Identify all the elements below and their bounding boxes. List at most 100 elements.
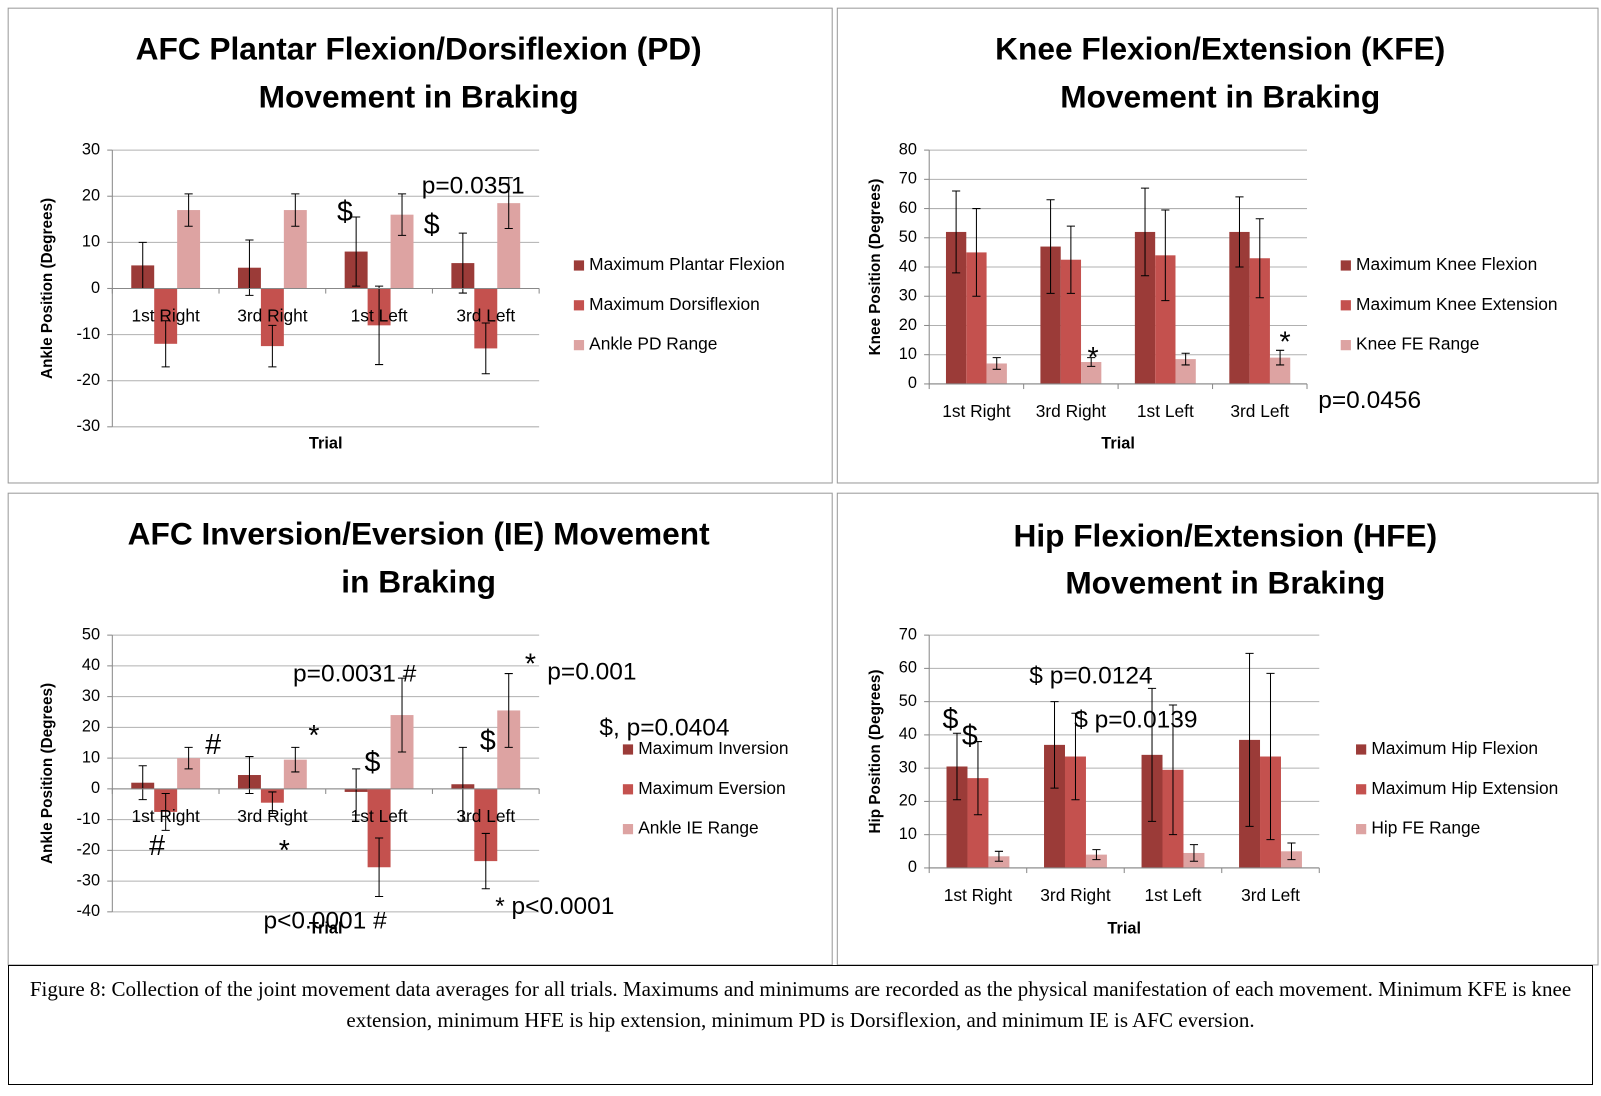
y-tick-label: 30 [899,758,917,776]
figure-caption: Figure 8: Collection of the joint moveme… [8,965,1593,1085]
error-bar [1266,672,1275,841]
error-bar [481,832,490,890]
bar [966,252,987,384]
error-bar [1092,849,1101,861]
legend-label: Maximum Plantar Flexion [589,254,785,274]
y-axis-label: Ankle Position (Degrees) [39,683,56,864]
x-tick-label: 3rd Left [1241,885,1300,905]
y-tick-label: -10 [76,325,100,343]
x-tick-label: 3rd Right [237,806,308,826]
legend-swatch [1340,340,1351,351]
chart-title: Movement in Braking [259,78,579,114]
figure-group: AFC Plantar Flexion/Dorsiflexion (PD) Mov… [7,7,1599,966]
error-bar [504,673,513,748]
error-bar [952,732,962,801]
annotation: $ [337,196,353,228]
error-bar [1147,687,1157,822]
bar [1155,255,1176,384]
legend-label: Maximum Knee Extension [1356,294,1557,314]
legend-label: Knee FE Range [1356,334,1479,354]
y-tick-label: 50 [899,228,917,246]
legend-label: Maximum Inversion [638,738,788,758]
x-axis-label: Trial [309,434,343,452]
legend-swatch [1356,824,1367,835]
bar [1060,259,1082,384]
y-tick-label: 30 [899,287,917,305]
bar [986,363,1007,384]
error-bar [268,791,277,814]
error-bar [1161,209,1170,302]
y-tick-label: 50 [899,692,917,710]
bar [946,766,968,868]
error-bar [1087,357,1096,367]
error-bar [397,677,407,753]
y-tick-label: 30 [82,687,100,705]
chart-title: in Braking [341,563,496,599]
error-bar [161,792,170,831]
y-tick-label: 10 [82,748,100,766]
bar [1044,744,1065,868]
chart-title: AFC Inversion/Eversion (IE) Movement [128,515,710,551]
bar [154,288,178,344]
bar [390,214,414,289]
x-tick-label: 3rd Right [1036,401,1107,421]
error-bar [1066,225,1075,294]
x-tick-label: 1st Right [131,306,200,326]
bar [1175,359,1196,384]
error-bar [397,193,407,236]
bar [988,856,1010,868]
legend-label: Maximum Hip Flexion [1371,738,1538,758]
bar [260,288,284,347]
y-tick-label: 70 [899,625,917,643]
bar [1134,231,1156,384]
y-axis-label: Ankle Position (Degrees) [39,198,56,379]
error-bar [1181,352,1190,366]
error-bar [291,746,300,773]
y-tick-label: 0 [91,279,100,297]
y-tick-label: 10 [899,345,917,363]
bar [1249,258,1270,384]
panel-border [7,7,833,484]
bar [967,778,989,868]
bar [1081,362,1102,384]
error-bar [245,239,254,296]
legend-label: Maximum Eversion [638,778,785,798]
legend-swatch [1340,260,1351,271]
annotation: * [308,720,319,752]
annotation: # [205,729,221,761]
legend-swatch [573,300,585,311]
error-bar [184,193,193,227]
error-bar [1071,712,1080,801]
error-bar [994,850,1004,862]
error-bar [352,768,361,816]
legend-label: Maximum Dorsiflexion [589,294,760,314]
error-bar [481,322,490,375]
y-tick-label: -40 [76,902,100,920]
annotation: $ [365,746,381,778]
legend-swatch [1356,744,1367,755]
y-tick-label: 40 [899,257,917,275]
error-bar [138,765,147,801]
annotation: * [279,835,290,867]
chart-title: AFC Plantar Flexion/Dorsiflexion (PD) [136,30,702,66]
bar [283,210,307,289]
legend-swatch [1340,300,1351,311]
error-bar [1287,842,1296,861]
x-tick-label: 1st Right [942,401,1011,421]
bar [1040,246,1061,384]
chart-title: Knee Flexion/Extension (KFE) [995,30,1445,66]
annotation: p=0.0351 [422,172,525,199]
x-tick-label: 3rd Right [1040,885,1111,905]
error-bar [352,216,361,287]
x-tick-label: 1st Right [131,806,200,826]
annotation: p<0.0001 # [263,908,387,935]
error-bar [1276,349,1285,366]
error-bar [952,190,961,274]
y-tick-label: 20 [899,316,917,334]
error-bar [161,320,170,368]
x-tick-label: 1st Right [944,885,1013,905]
x-axis-label: Trial [1101,434,1135,452]
annotation: * p<0.0001 [495,893,614,920]
annotation: * [525,648,536,680]
error-bar [1046,199,1055,294]
